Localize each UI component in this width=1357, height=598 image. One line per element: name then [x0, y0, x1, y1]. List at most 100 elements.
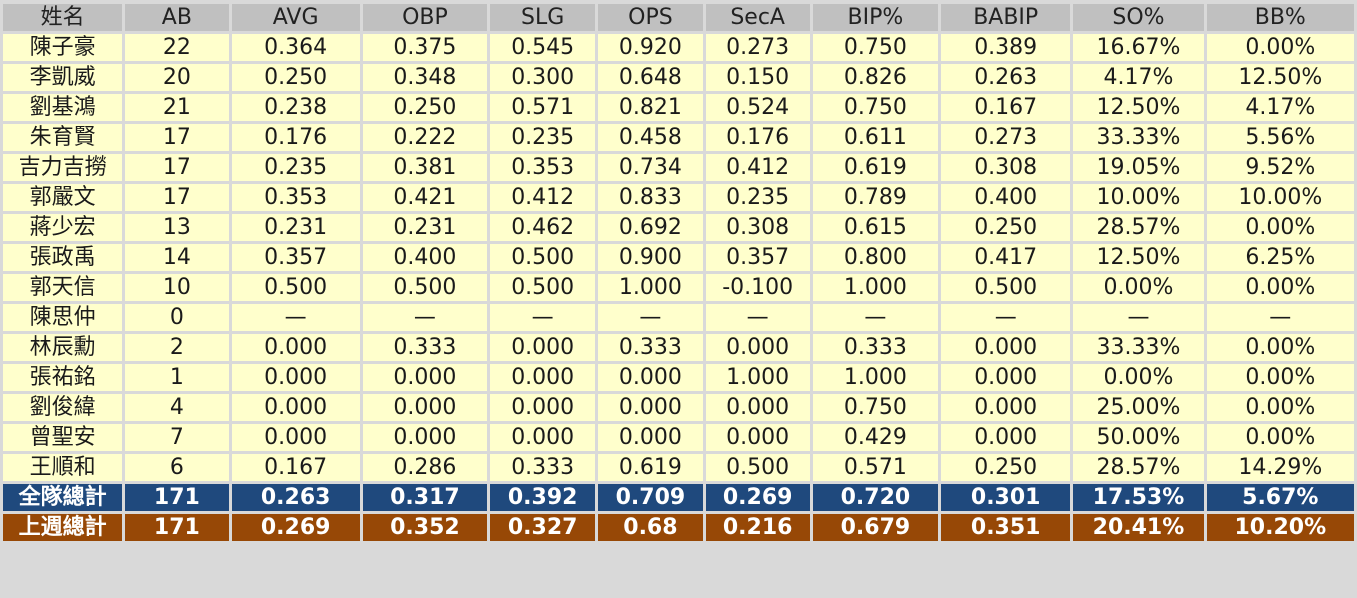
stat-cell: 0.231 — [231, 214, 360, 241]
column-header: 姓名 — [3, 4, 123, 31]
stat-cell: 10.00% — [1206, 184, 1354, 211]
stat-cell: 0.000 — [231, 334, 360, 361]
stat-cell: 0.250 — [941, 214, 1071, 241]
stat-cell: 0.235 — [490, 124, 596, 151]
column-header: BABIP — [941, 4, 1071, 31]
stat-cell: 0.000 — [362, 424, 488, 451]
stat-cell: 0.263 — [941, 64, 1071, 91]
stat-cell: 0.734 — [598, 154, 703, 181]
stat-cell: 0.000 — [231, 364, 360, 391]
column-header: BIP% — [812, 4, 939, 31]
table-row: 林辰勳 2 0.000 0.333 0.000 0.333 0.000 0.333 0.000 3… — [3, 334, 1354, 361]
stat-cell: 0.500 — [705, 454, 810, 481]
stat-cell: 19.05% — [1073, 154, 1204, 181]
stat-cell: 0.00% — [1206, 214, 1354, 241]
stat-cell: 2 — [125, 334, 229, 361]
column-header: AVG — [231, 4, 360, 31]
table-row: 曾聖安 7 0.000 0.000 0.000 0.000 0.000 0.429 0.000 5… — [3, 424, 1354, 451]
table-row: 李凱威 20 0.250 0.348 0.300 0.648 0.150 0.826 0.263… — [3, 64, 1354, 91]
stat-cell: 0.000 — [705, 424, 810, 451]
stat-cell: 0.458 — [598, 124, 703, 151]
stat-cell: 14 — [125, 244, 229, 271]
stat-cell: 0.00% — [1206, 394, 1354, 421]
stat-cell: 0.238 — [231, 94, 360, 121]
stat-cell: -0.100 — [705, 274, 810, 301]
stat-cell: 0.375 — [362, 34, 488, 61]
stat-cell: — — [1206, 304, 1354, 331]
player-name-cell: 蔣少宏 — [3, 214, 123, 241]
table-row: 劉俊緯 4 0.000 0.000 0.000 0.000 0.000 0.750 0.000 2… — [3, 394, 1354, 421]
stat-cell: 0.826 — [812, 64, 939, 91]
stat-cell: 0.500 — [490, 244, 596, 271]
column-header: OPS — [598, 4, 703, 31]
stat-cell: 17.53% — [1073, 484, 1204, 511]
stat-cell: 0.500 — [941, 274, 1071, 301]
table-row: 王順和 6 0.167 0.286 0.333 0.619 0.500 0.571 0.250 2… — [3, 454, 1354, 481]
stat-cell: 0.00% — [1206, 424, 1354, 451]
stat-cell: 0.429 — [812, 424, 939, 451]
stat-cell: 0.000 — [598, 364, 703, 391]
column-header: AB — [125, 4, 229, 31]
stat-cell: 14.29% — [1206, 454, 1354, 481]
batting-stats-table: 姓名 AB AVG OBP SLG OPS SecA BIP% BABIP SO% BB% 陳子豪 2… — [0, 1, 1357, 544]
stat-cell: — — [490, 304, 596, 331]
stat-cell: — — [598, 304, 703, 331]
stat-cell: 0.000 — [941, 334, 1071, 361]
stat-cell: 0.00% — [1206, 274, 1354, 301]
stat-cell: 21 — [125, 94, 229, 121]
player-name-cell: 李凱威 — [3, 64, 123, 91]
player-name-cell: 陳思仲 — [3, 304, 123, 331]
player-name-cell: 朱育賢 — [3, 124, 123, 151]
team-total-row: 全隊總計 171 0.263 0.317 0.392 0.709 0.269 0.720 0.3… — [3, 484, 1354, 511]
stat-cell: 0.364 — [231, 34, 360, 61]
stat-cell: 0.619 — [598, 454, 703, 481]
stat-cell: 0.679 — [812, 514, 939, 541]
stat-cell: 0.720 — [812, 484, 939, 511]
column-header: BB% — [1206, 4, 1354, 31]
stat-cell: 1 — [125, 364, 229, 391]
stat-cell: — — [812, 304, 939, 331]
stat-cell: 4.17% — [1073, 64, 1204, 91]
stat-cell: 0.000 — [598, 424, 703, 451]
stat-cell: 1.000 — [812, 364, 939, 391]
stat-cell: 0.619 — [812, 154, 939, 181]
stat-cell: 0.400 — [362, 244, 488, 271]
header-row: 姓名 AB AVG OBP SLG OPS SecA BIP% BABIP SO% BB% — [3, 4, 1354, 31]
stat-cell: 0.750 — [812, 94, 939, 121]
stat-cell: 0.357 — [705, 244, 810, 271]
stat-cell: 0.00% — [1206, 334, 1354, 361]
stat-cell: 0.611 — [812, 124, 939, 151]
stat-cell: 4 — [125, 394, 229, 421]
table-row: 吉力吉撈 17 0.235 0.381 0.353 0.734 0.412 0.619 0.30… — [3, 154, 1354, 181]
stat-cell: 50.00% — [1073, 424, 1204, 451]
table-row: 張政禹 14 0.357 0.400 0.500 0.900 0.357 0.800 0.417… — [3, 244, 1354, 271]
stat-cell: 0.250 — [231, 64, 360, 91]
stat-cell: 171 — [125, 514, 229, 541]
stat-cell: 0.235 — [231, 154, 360, 181]
stat-cell: 0.000 — [490, 334, 596, 361]
stat-cell: 0.800 — [812, 244, 939, 271]
stat-cell: 10.20% — [1206, 514, 1354, 541]
stat-cell: 0.545 — [490, 34, 596, 61]
stat-cell: 0.308 — [705, 214, 810, 241]
stat-cell: 0.00% — [1206, 34, 1354, 61]
column-header: OBP — [362, 4, 488, 31]
stat-cell: 17 — [125, 184, 229, 211]
player-name-cell: 全隊總計 — [3, 484, 123, 511]
stat-cell: 0.250 — [941, 454, 1071, 481]
stat-cell: 0.750 — [812, 34, 939, 61]
stat-cell: 0.000 — [490, 394, 596, 421]
stat-cell: 33.33% — [1073, 334, 1204, 361]
stat-cell: 0.357 — [231, 244, 360, 271]
stat-cell: — — [231, 304, 360, 331]
stat-cell: 0.000 — [705, 334, 810, 361]
stat-cell: 25.00% — [1073, 394, 1204, 421]
stat-cell: 28.57% — [1073, 214, 1204, 241]
stat-cell: 5.56% — [1206, 124, 1354, 151]
table-row: 劉基鴻 21 0.238 0.250 0.571 0.821 0.524 0.750 0.167… — [3, 94, 1354, 121]
player-name-cell: 上週總計 — [3, 514, 123, 541]
table-row: 陳思仲 0— — — — — — — — — — [3, 304, 1354, 331]
stat-cell: 0.392 — [490, 484, 596, 511]
stat-cell: 0.920 — [598, 34, 703, 61]
stat-cell: 0.000 — [598, 394, 703, 421]
